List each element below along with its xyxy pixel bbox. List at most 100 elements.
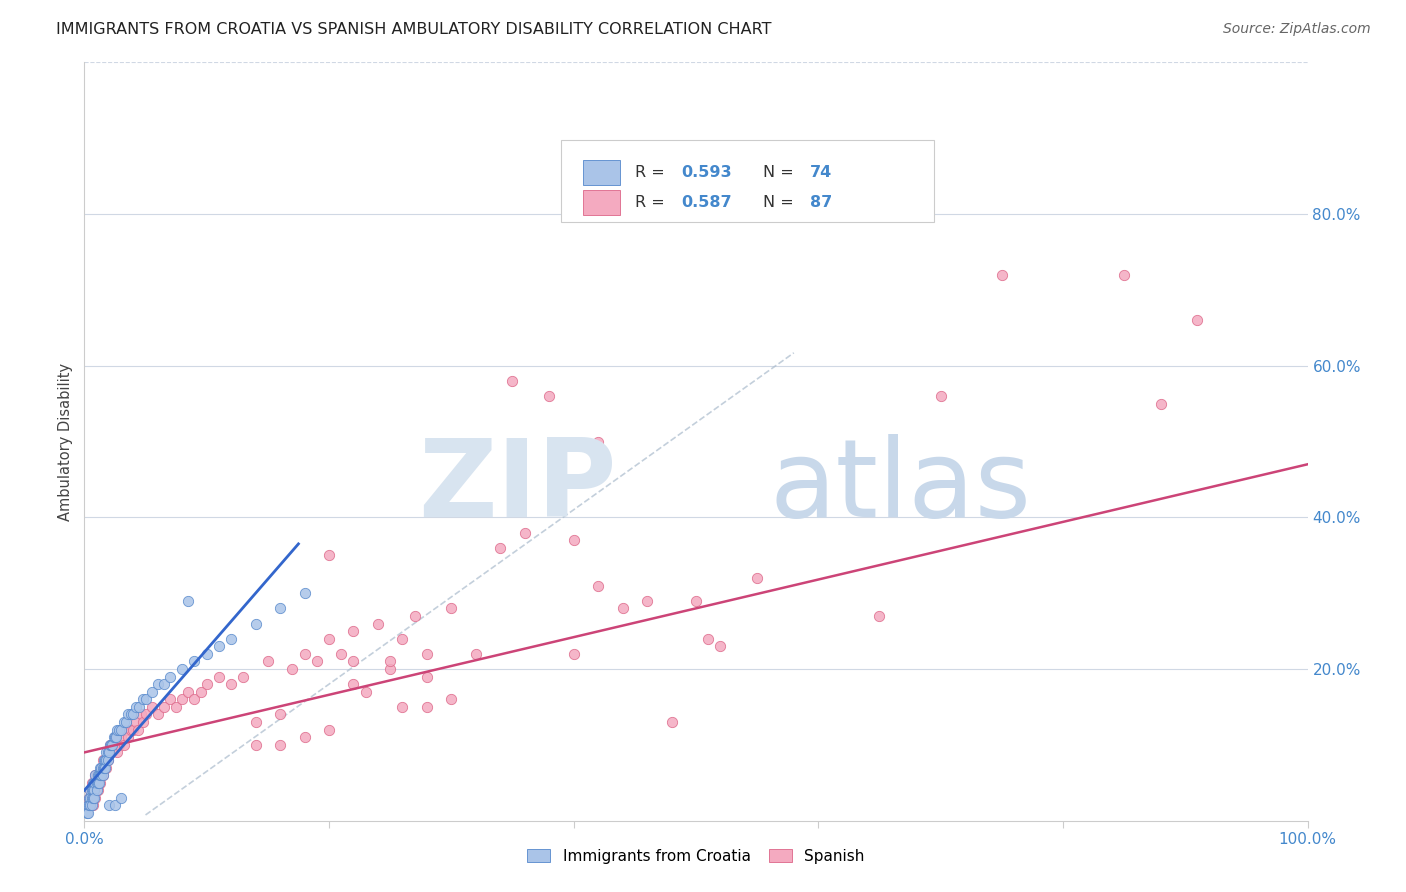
Point (342, 677, 364, 691)
Text: ZIP: ZIP (418, 434, 616, 540)
Point (84, 791, 107, 805)
Point (103, 738, 125, 752)
Point (146, 707, 169, 722)
Point (135, 707, 157, 722)
Point (76, 806, 98, 821)
Point (281, 662, 304, 676)
Point (87, 768, 110, 782)
Point (245, 738, 267, 752)
Point (245, 715, 267, 730)
Point (367, 616, 389, 631)
Point (93, 753, 115, 767)
Point (1187, 313, 1209, 327)
Point (177, 685, 200, 699)
Point (538, 389, 561, 403)
Point (105, 738, 128, 752)
Point (82, 776, 104, 790)
Point (440, 692, 463, 706)
Point (219, 632, 242, 646)
Point (1150, 396, 1173, 410)
Point (146, 677, 169, 691)
Text: 74: 74 (810, 165, 832, 180)
Point (110, 723, 132, 737)
Point (305, 655, 328, 669)
Point (141, 699, 163, 714)
Point (269, 738, 291, 752)
Point (94, 753, 117, 767)
Point (404, 608, 426, 623)
Point (98, 738, 121, 752)
Point (86, 768, 108, 782)
Point (97, 798, 120, 813)
Point (104, 730, 127, 744)
Point (208, 669, 231, 683)
Point (257, 655, 280, 669)
Point (636, 594, 658, 608)
Point (117, 707, 139, 722)
Point (93, 760, 115, 774)
Point (115, 715, 138, 730)
Point (83, 783, 105, 797)
Point (104, 798, 127, 813)
Point (416, 699, 439, 714)
Point (77, 791, 100, 805)
Point (93, 760, 115, 774)
Point (90, 760, 112, 774)
Point (96, 746, 118, 760)
Point (127, 723, 149, 737)
Point (107, 738, 129, 752)
Point (87, 768, 110, 782)
Bar (583, 190, 620, 215)
Point (84, 768, 107, 782)
Point (87, 776, 110, 790)
Legend: Immigrants from Croatia, Spanish: Immigrants from Croatia, Spanish (522, 843, 870, 870)
Point (132, 715, 155, 730)
Point (464, 647, 486, 661)
Point (416, 647, 439, 661)
Point (195, 677, 218, 691)
Point (612, 601, 634, 615)
Point (97, 746, 120, 760)
Point (172, 662, 194, 676)
Point (84, 776, 107, 790)
Point (84, 768, 107, 782)
Point (105, 746, 128, 760)
Point (269, 601, 291, 615)
Point (141, 685, 163, 699)
Bar (583, 160, 620, 185)
Point (183, 655, 205, 669)
Point (153, 699, 176, 714)
Point (190, 685, 212, 699)
Point (122, 723, 145, 737)
Point (103, 730, 125, 744)
Point (342, 655, 364, 669)
Point (586, 579, 609, 593)
Point (82, 783, 104, 797)
Point (354, 685, 377, 699)
Point (122, 707, 145, 722)
Point (110, 791, 132, 805)
Point (79, 798, 101, 813)
Point (91, 760, 114, 774)
Point (100, 738, 122, 752)
Point (77, 798, 100, 813)
Point (83, 776, 105, 790)
Point (869, 608, 891, 623)
Point (697, 632, 720, 646)
Point (562, 533, 585, 548)
Point (89, 760, 111, 774)
Point (125, 699, 148, 714)
Point (991, 268, 1014, 282)
Text: 0.587: 0.587 (682, 195, 733, 211)
Point (195, 647, 218, 661)
Point (232, 669, 254, 683)
Point (318, 632, 340, 646)
Point (120, 723, 142, 737)
Point (416, 669, 439, 683)
Point (80, 783, 103, 797)
Text: R =: R = (636, 165, 669, 180)
Point (929, 389, 952, 403)
Point (96, 760, 118, 774)
Point (83, 791, 105, 805)
Point (91, 753, 114, 767)
